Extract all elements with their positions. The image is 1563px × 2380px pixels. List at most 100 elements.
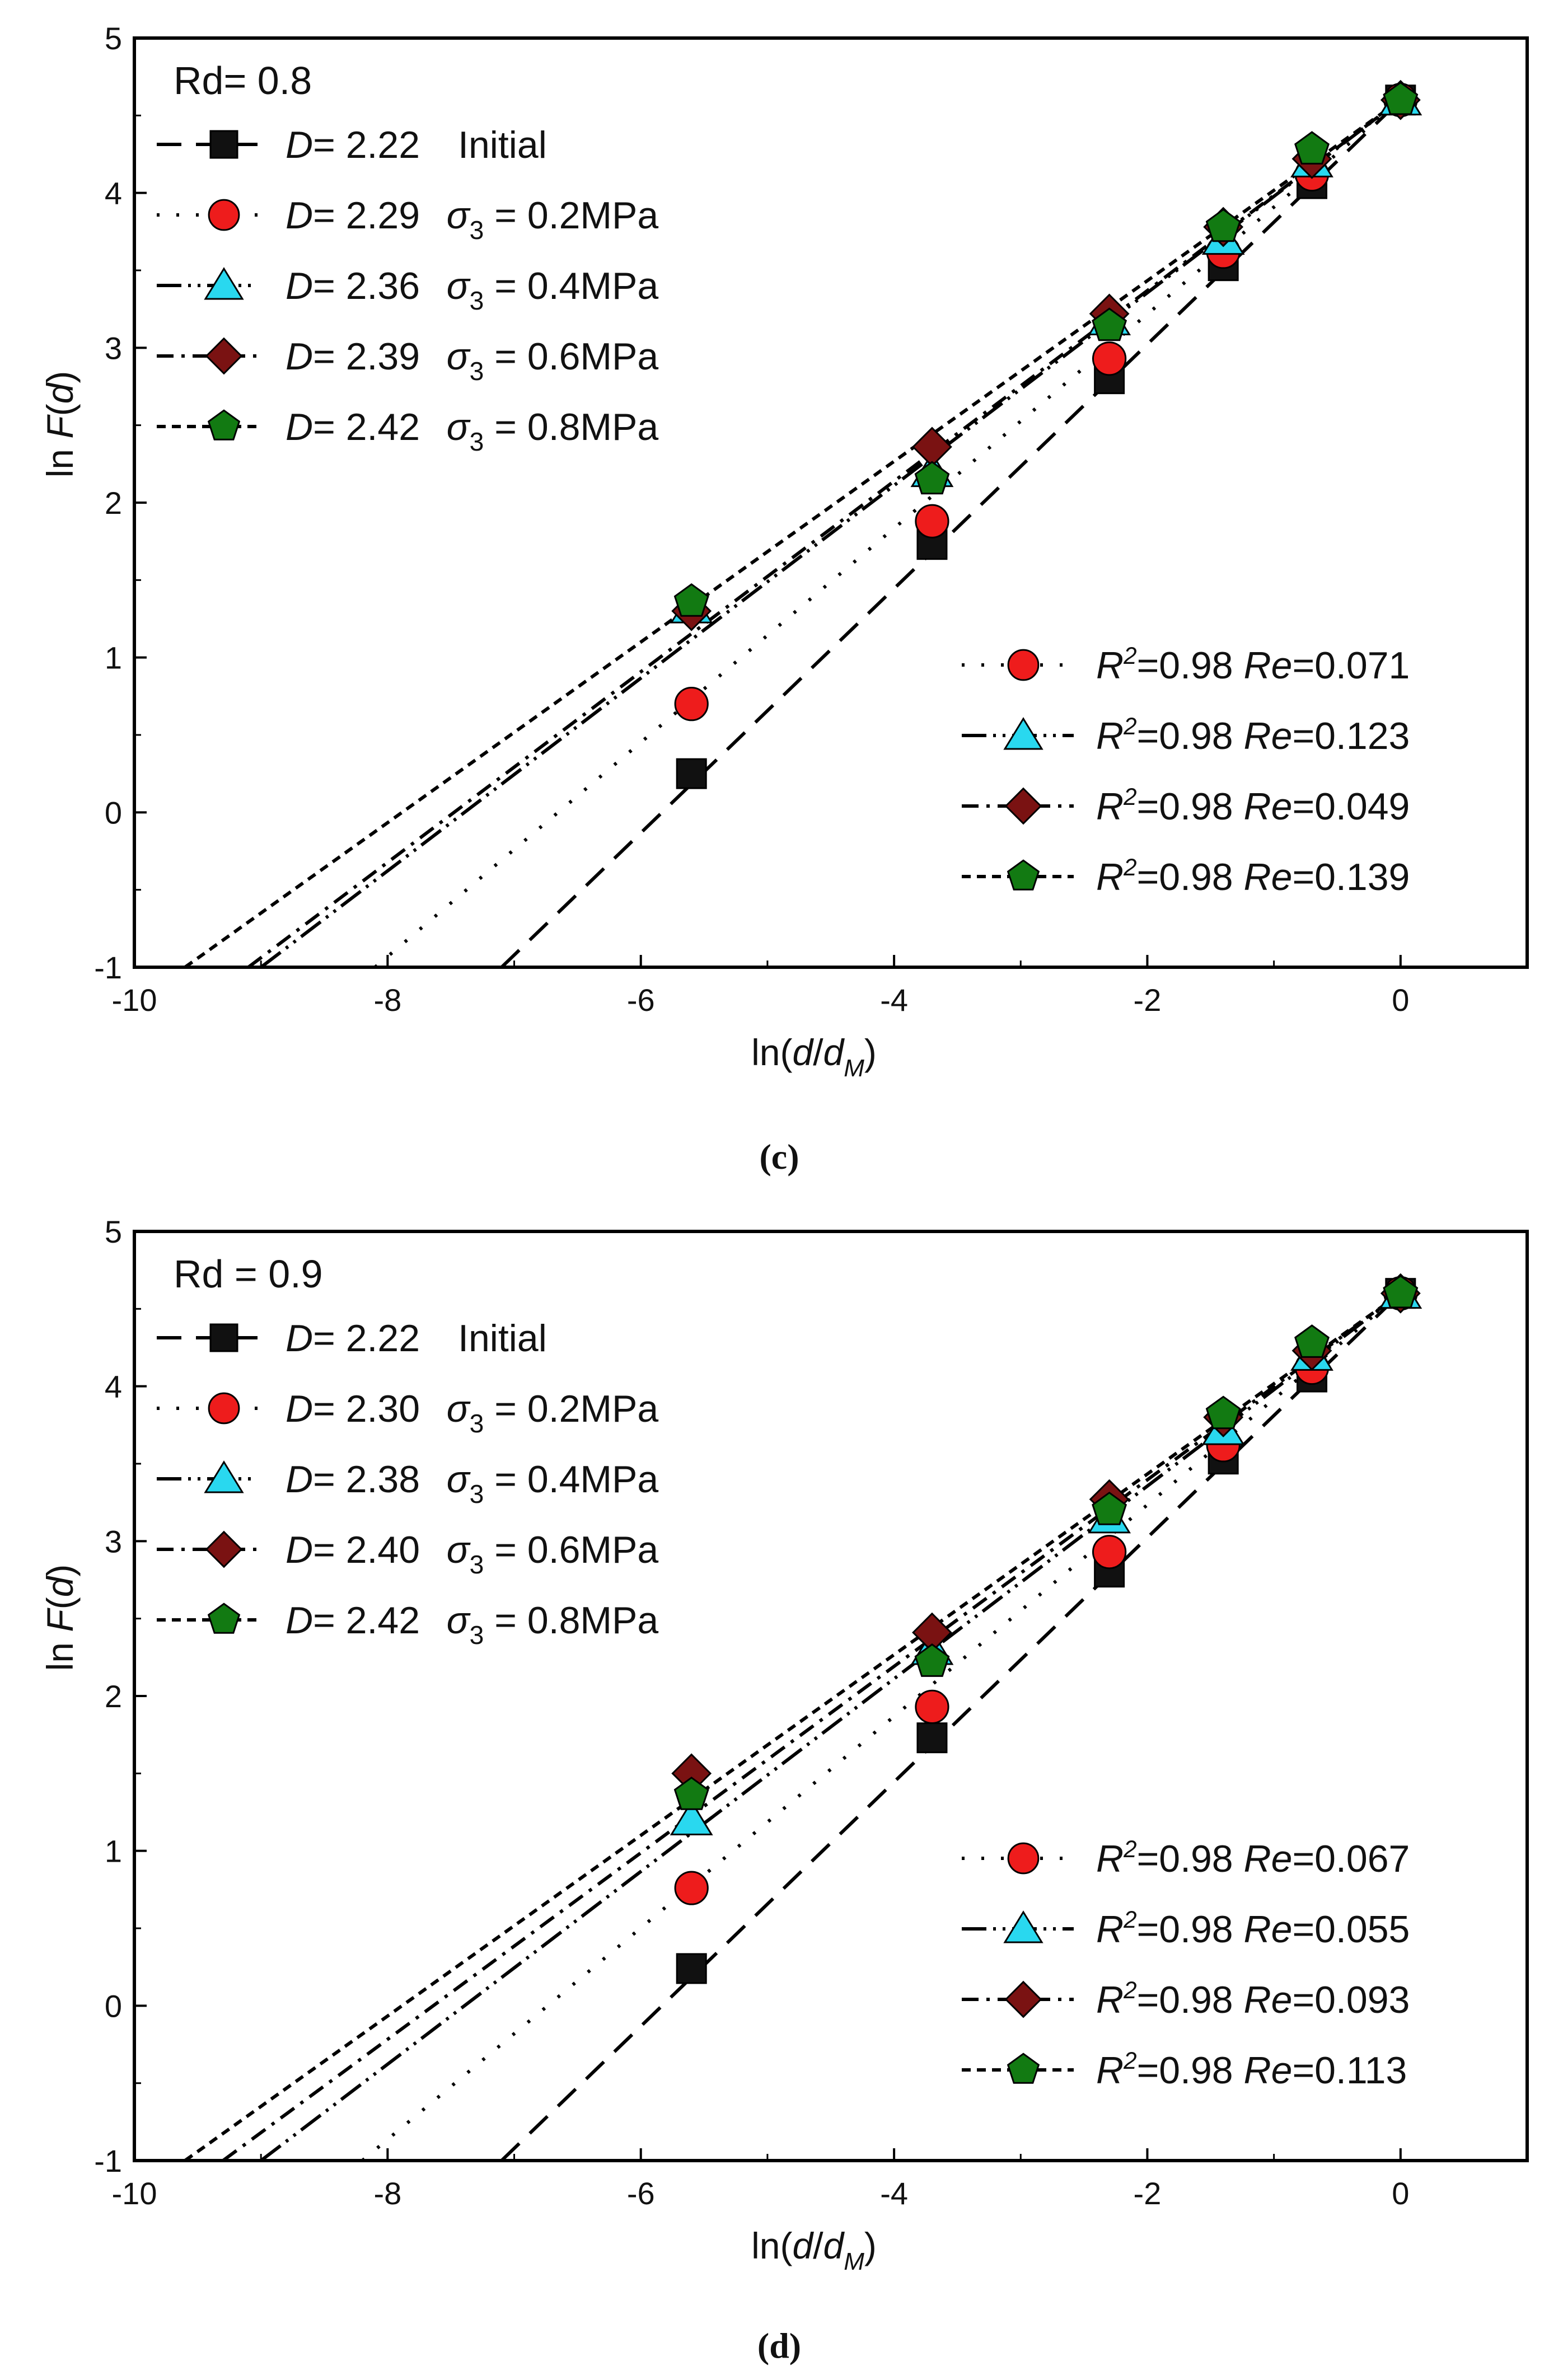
legend-label-square: D= 2.22 Initial: [286, 1317, 547, 1360]
y-tick-label: 2: [105, 1679, 122, 1714]
y-tick-label: 0: [105, 795, 122, 830]
data-point-square: [676, 1953, 707, 1984]
legend-marker-circle: [208, 199, 240, 231]
x-tick-label: -8: [373, 2176, 401, 2211]
fit-stat-circle: R2=0.98 Re=0.071: [1096, 643, 1410, 687]
x-axis-title: ln(d/dM): [751, 1032, 877, 1082]
fit-line-0.6MPa: [222, 1292, 1402, 2162]
y-tick-label: 1: [105, 640, 122, 676]
x-tick-label: -4: [880, 2176, 908, 2211]
legend-marker-diamond: [205, 1530, 243, 1568]
legend-marker-triangle: [204, 267, 244, 300]
panel-caption: (c): [759, 1137, 799, 1177]
fit-line-0.4MPa: [260, 1292, 1402, 2162]
x-tick-label: -10: [112, 982, 157, 1018]
data-point-square: [676, 758, 707, 789]
x-axis-title: ln(d/dM): [751, 2225, 877, 2275]
x-tick-label: -4: [880, 982, 908, 1018]
legend-label-pentagon: D= 2.42 σ3 = 0.8MPa: [286, 406, 658, 456]
panel-caption: (d): [757, 2326, 801, 2365]
plot-frame: [133, 1230, 1529, 2162]
data-point-circle: [915, 504, 949, 538]
legend-label-pentagon: D= 2.42 σ3 = 0.8MPa: [286, 1599, 658, 1650]
fit-stat-pentagon: R2=0.98 Re=0.113: [1096, 2048, 1407, 2092]
y-tick-label: 1: [105, 1834, 122, 1869]
y-tick-label: 2: [105, 485, 122, 521]
y-tick-label: 4: [105, 1369, 122, 1404]
x-tick-label: -2: [1134, 2176, 1162, 2211]
legend-marker-pentagon: [207, 1603, 241, 1634]
x-tick-label: -6: [627, 982, 655, 1018]
y-axis-title: ln F(d): [39, 371, 81, 478]
legend-marker-pentagon: [207, 409, 241, 441]
y-tick-label: 3: [105, 330, 122, 366]
y-tick-label: -1: [94, 950, 122, 985]
data-point-circle: [674, 1871, 709, 1905]
panel-label: Rd= 0.8: [174, 59, 312, 102]
y-tick-label: 5: [105, 1214, 122, 1249]
data-point-pentagon: [1205, 1395, 1241, 1430]
legend-label-triangle: D= 2.38 σ3 = 0.4MPa: [286, 1458, 658, 1508]
data-point-pentagon: [673, 1777, 709, 1810]
y-tick-label: -1: [94, 2143, 122, 2178]
legend-label-square: D= 2.22 Initial: [286, 124, 547, 166]
y-tick-label: 5: [105, 21, 122, 56]
legend-label-triangle: D= 2.36 σ3 = 0.4MPa: [286, 265, 658, 315]
legend-label-circle: D= 2.30 σ3 = 0.2MPa: [286, 1388, 658, 1438]
x-tick-label: -10: [112, 2176, 157, 2211]
plot-frame: [133, 36, 1529, 969]
data-point-pentagon: [1294, 1324, 1330, 1358]
legend-marker-square: [209, 130, 238, 159]
fit-line-0.8MPa: [184, 99, 1402, 969]
x-tick-label: 0: [1392, 982, 1409, 1018]
x-tick-label: -8: [373, 982, 401, 1018]
legend-marker-triangle: [204, 1460, 244, 1493]
legend-label-diamond: D= 2.39 σ3 = 0.6MPa: [286, 335, 658, 386]
stat-marker-diamond: [1004, 787, 1042, 825]
y-tick-label: 4: [105, 176, 122, 211]
stat-marker-triangle: [1003, 1910, 1043, 1943]
data-point-pentagon: [1092, 1491, 1127, 1525]
stat-marker-pentagon: [1007, 859, 1040, 891]
x-tick-label: -6: [627, 2176, 655, 2211]
fit-line-0.8MPa: [184, 1292, 1402, 2162]
legend-marker-square: [209, 1323, 238, 1352]
stat-marker-pentagon: [1007, 2053, 1040, 2084]
data-point-square: [916, 1722, 948, 1754]
fit-line-Initial: [500, 99, 1402, 969]
data-point-pentagon: [1383, 81, 1419, 115]
fit-line-0.6MPa: [247, 99, 1402, 969]
data-point-pentagon: [914, 1643, 950, 1677]
legend-label-diamond: D= 2.40 σ3 = 0.6MPa: [286, 1529, 658, 1579]
data-point-pentagon: [1294, 131, 1330, 165]
y-tick-label: 3: [105, 1524, 122, 1559]
data-point-circle: [915, 1689, 949, 1724]
stat-marker-circle: [1007, 1842, 1040, 1875]
data-point-pentagon: [673, 583, 709, 617]
x-tick-label: 0: [1392, 2176, 1409, 2211]
stat-marker-circle: [1007, 649, 1040, 681]
y-tick-label: 0: [105, 1988, 122, 2023]
data-point-pentagon: [1383, 1275, 1419, 1309]
fit-stat-triangle: R2=0.98 Re=0.123: [1096, 713, 1410, 757]
y-axis-title: ln F(d): [39, 1564, 81, 1671]
fit-stat-triangle: R2=0.98 Re=0.055: [1096, 1906, 1410, 1951]
data-point-circle: [1092, 1535, 1127, 1570]
stat-marker-diamond: [1004, 1980, 1042, 2018]
fit-line-0.4MPa: [260, 99, 1402, 969]
fit-line-Initial: [500, 1292, 1402, 2162]
panel-label: Rd = 0.9: [174, 1252, 323, 1296]
legend-marker-diamond: [205, 337, 243, 375]
fit-stat-diamond: R2=0.98 Re=0.093: [1096, 1977, 1410, 2021]
data-point-circle: [1092, 341, 1127, 376]
legend-label-circle: D= 2.29 σ3 = 0.2MPa: [286, 194, 658, 245]
fit-stat-pentagon: R2=0.98 Re=0.139: [1096, 854, 1410, 898]
data-point-pentagon: [1092, 307, 1127, 341]
fit-stat-diamond: R2=0.98 Re=0.049: [1096, 784, 1410, 828]
legend-marker-circle: [208, 1392, 240, 1425]
data-point-circle: [674, 687, 709, 722]
data-point-triangle: [670, 1800, 713, 1835]
